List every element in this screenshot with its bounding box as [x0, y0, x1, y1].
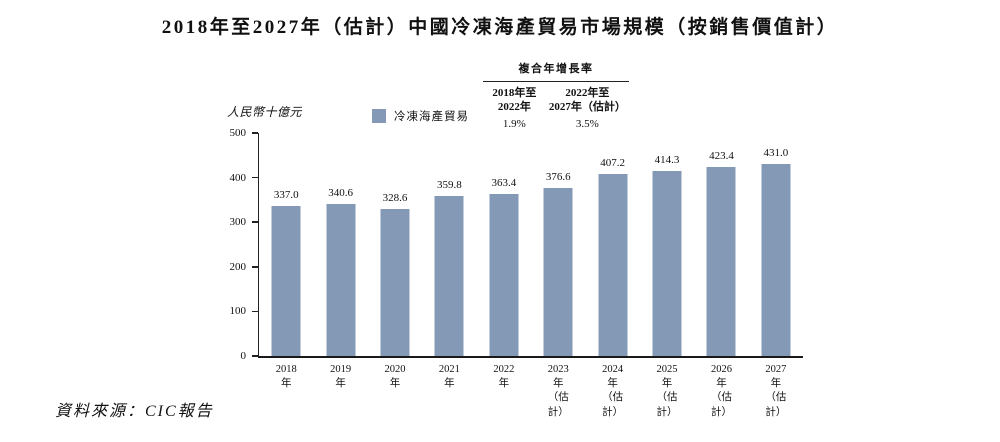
source-note: 資料來源：CIC報告: [55, 403, 214, 420]
cagr-period-2-line2: 2027年（估計）: [548, 101, 626, 114]
cagr-value-1: 1.9%: [502, 117, 526, 130]
x-tick-label: 2023年 （估計）: [547, 364, 569, 418]
y-tick-mark: [251, 310, 258, 313]
legend-series-label: 冷凍海產貿易: [394, 111, 469, 123]
bar-slot: 363.4 2022年: [477, 133, 531, 389]
bar: [598, 174, 628, 356]
cagr-column-2022-2027: 2022年至 2027年（估計） 3.5%: [546, 86, 629, 130]
x-tick-label: 2019年: [330, 364, 352, 390]
y-tick-label: 200: [229, 260, 247, 273]
x-tick-label: 2025年 （估計）: [656, 364, 678, 418]
chart-title: 2018年至2027年（估計）中國冷凍海產貿易市場規模（按銷售價值計）: [161, 17, 839, 38]
y-tick-mark: [251, 355, 258, 357]
bar: [761, 163, 791, 356]
x-tick-label: 2018年: [275, 364, 297, 390]
y-tick-label: 0: [240, 350, 247, 362]
x-tick-label: 2022年: [493, 364, 515, 390]
bar: [489, 193, 519, 356]
bar-slot: 337.0 2018年: [259, 133, 313, 389]
bar-slot: 328.6 2020年: [368, 133, 422, 389]
cagr-divider: [483, 81, 629, 82]
cagr-period-2-line1: 2022年至: [565, 87, 610, 99]
cagr-period-1-line2: 2022年: [497, 101, 531, 114]
bar-value-label: 363.4: [491, 176, 517, 189]
bar-value-label: 376.6: [545, 171, 571, 184]
bar-value-label: 328.6: [382, 192, 408, 205]
bar-value-label: 407.2: [600, 157, 626, 170]
y-axis-unit-label: 人民幣十億元: [227, 105, 303, 119]
bar-slot: 359.8 2021年: [422, 133, 476, 389]
bar-value-label: 359.8: [437, 178, 462, 191]
bar-slot: 414.3 2025年 （估計）: [640, 133, 694, 418]
bar-value-label: 414.3: [654, 154, 680, 167]
bar-slot: 407.2 2024年 （估計）: [585, 133, 639, 418]
bar: [652, 171, 682, 356]
y-tick-mark: [251, 221, 258, 223]
y-tick-label: 100: [229, 305, 247, 318]
y-tick-label: 400: [229, 171, 247, 184]
bar-value-label: 423.4: [709, 150, 734, 163]
chart-legend: 冷凍海產貿易: [372, 108, 469, 124]
bar-slot: 423.4 2026年 （估計）: [694, 133, 748, 418]
bar: [326, 204, 356, 356]
y-tick-mark: [251, 176, 258, 179]
cagr-title: 複合年增長率: [518, 63, 594, 75]
x-tick-label: 2027年 （估計）: [765, 364, 787, 418]
x-tick-label: 2026年 （估計）: [710, 364, 732, 418]
bar-slot: 376.6 2023年 （估計）: [531, 133, 585, 418]
x-tick-label: 2021年: [438, 364, 460, 390]
x-tick-label: 2024年 （估計）: [602, 364, 624, 418]
bar-slot: 340.6 2019年: [313, 133, 367, 389]
bar: [380, 209, 410, 356]
bar: [271, 205, 301, 356]
bars: 337.0 2018年 340.6 2019年 328.6 2020年 359.8 2021年…: [259, 133, 803, 418]
bar: [543, 188, 573, 356]
bar-value-label: 337.0: [273, 188, 299, 201]
cagr-table: 複合年增長率 2018年至 2022年 1.9% 2022年至 2027年（估計…: [483, 60, 629, 130]
legend-swatch-icon: [372, 109, 386, 123]
y-tick-label: 300: [229, 216, 247, 229]
plot-area: 337.0 2018年 340.6 2019年 328.6 2020年 359.8 2021年…: [230, 127, 803, 418]
bar-slot: 431.0 2027年 （估計）: [749, 133, 803, 418]
cagr-column-2018-2022: 2018年至 2022年 1.9%: [483, 86, 546, 130]
cagr-value-2: 3.5%: [575, 117, 599, 130]
bar: [434, 195, 464, 356]
bar-value-label: 340.6: [328, 187, 353, 200]
cagr-period-1-line1: 2018年至: [492, 87, 537, 99]
bar-value-label: 431.0: [763, 146, 789, 159]
y-tick-mark: [251, 132, 258, 134]
bar: [706, 167, 736, 356]
cagr-columns: 2018年至 2022年 1.9% 2022年至 2027年（估計） 3.5%: [483, 86, 629, 130]
y-tick-label: 500: [229, 127, 247, 139]
x-tick-label: 2020年: [384, 364, 406, 390]
y-tick-mark: [251, 266, 258, 268]
